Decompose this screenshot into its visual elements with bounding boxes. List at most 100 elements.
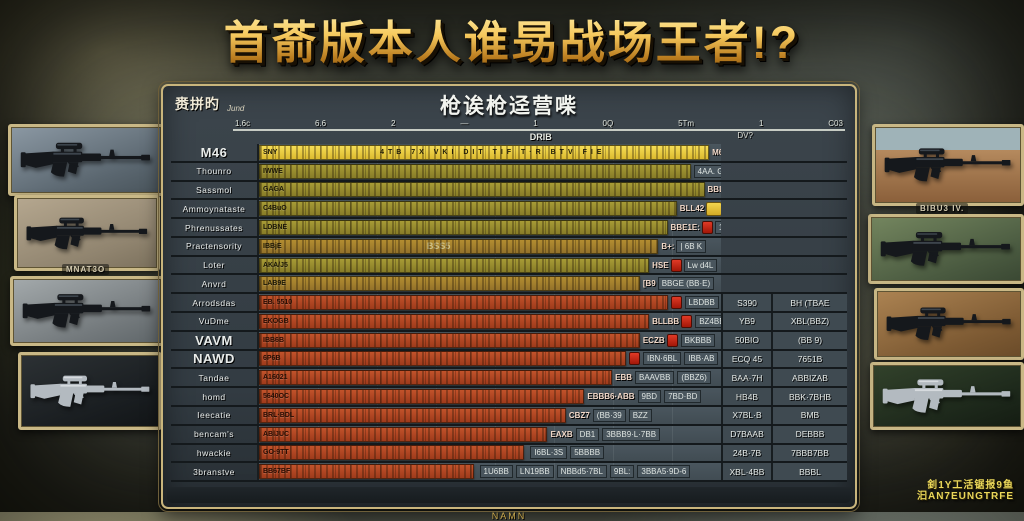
bar-tag: AKA/J5 bbox=[263, 261, 288, 269]
bar-mid-text: BSS5 bbox=[426, 241, 451, 252]
col-value-1: ECQ 45 bbox=[721, 350, 771, 368]
col-value-2: BH (TBAE bbox=[771, 294, 847, 312]
weapon-image-icon bbox=[19, 284, 155, 338]
row-label: Practensority bbox=[185, 241, 243, 252]
table-row: Thounro IWWE 4AA. GC2BB1 bbox=[171, 162, 847, 182]
row-label: VuDme bbox=[198, 316, 230, 327]
row-bar-area: EKOGB BLLBB BZ4BB bbox=[257, 313, 721, 330]
value-cell: DB1 bbox=[575, 427, 600, 441]
row-bar-area: GO·9TT I6BL·3S 5BBBB bbox=[257, 444, 721, 462]
weapon-card-right-2 bbox=[868, 214, 1024, 284]
weapon-card-left-1 bbox=[8, 124, 164, 196]
weapon-card-right-1 bbox=[872, 124, 1024, 206]
badge-red-icon bbox=[670, 296, 682, 310]
stat-bar: 6P6B bbox=[259, 351, 626, 367]
stat-bar: IBBjE BSS5 bbox=[259, 238, 659, 254]
badge-red-icon bbox=[628, 352, 640, 366]
axis-tick: — bbox=[460, 119, 469, 128]
stat-bar: ABlJUC bbox=[259, 426, 548, 442]
bar-value: BLLBB bbox=[652, 316, 680, 326]
bar-tag: IWWE bbox=[263, 167, 283, 175]
bar-tag: BB67BF bbox=[263, 468, 291, 476]
bar-value: BBL '9BB BF-2 bbox=[707, 185, 721, 195]
value-cell: (BBZ6) bbox=[677, 371, 711, 385]
table-row: 3branstve BB67BF 1U6BB LN19BB NBBd5·7BL 9BL: 3… bbox=[171, 463, 847, 483]
bar-value: ECZB bbox=[642, 335, 665, 345]
row-label: Ammoynataste bbox=[182, 203, 246, 214]
row-label: VAVM bbox=[195, 332, 233, 348]
col-value-1 bbox=[721, 144, 771, 161]
bar-tag: ABlJUC bbox=[263, 430, 290, 438]
col-value-1 bbox=[721, 219, 771, 236]
table-row: Phrenussates LDBNE BBE1E: 1.9B bbox=[171, 219, 847, 238]
bar-end-group: HSE Lw d4L bbox=[652, 258, 718, 272]
bar-value-2: 4AA. GC2BB1 bbox=[693, 164, 721, 178]
col-value-1 bbox=[721, 275, 771, 292]
stat-bar: BRL·BDL bbox=[259, 407, 566, 423]
row-bar-area: IBB6B ECZB BKBBB bbox=[257, 331, 721, 349]
col-value-1: D7BAAB bbox=[721, 425, 771, 443]
bar-value: B+: bbox=[661, 241, 675, 251]
bar-value: M62∶8M bbox=[712, 147, 721, 157]
weapon-card-left-2 bbox=[14, 195, 160, 271]
right-strip-label: BIBU3 IV. bbox=[916, 203, 969, 214]
bar-end-group: BLLBB bbox=[652, 314, 693, 328]
table-row: Sassmol GAGA BBL '9BB BF-2 bbox=[171, 181, 847, 201]
bar-value-2: | 6B K bbox=[676, 239, 707, 253]
bar-end-group: CBZ7 bbox=[569, 411, 590, 420]
axis-tick: 6.6 bbox=[315, 119, 327, 128]
bar-value: [B9 bbox=[642, 279, 656, 289]
value-cell: LBDBB bbox=[684, 296, 719, 310]
col-value-2: ABBIZAB bbox=[771, 369, 847, 387]
badge-gold-icon bbox=[706, 201, 721, 216]
stat-bar: AKA/J5 bbox=[259, 257, 650, 273]
row-label: Tandae bbox=[198, 372, 230, 383]
footer-mark: NAMN bbox=[491, 511, 527, 521]
col-value-2 bbox=[771, 182, 847, 199]
bar-tag: IBB6B bbox=[263, 336, 285, 344]
bar-value: EAXB bbox=[550, 429, 573, 439]
weapon-card-left-3 bbox=[10, 276, 164, 346]
bar-end-group: ECZB bbox=[642, 333, 678, 347]
value-cell: IBN·6BL bbox=[642, 352, 682, 366]
bar-end-group: BLL42BlABlABD bbox=[680, 201, 721, 216]
value-cell: 9BD bbox=[637, 390, 662, 404]
stat-bar: SNY 4TB 7X VKI DIT TIF T·R BTV FIE bbox=[259, 144, 710, 160]
value-cell: 7BD·BD bbox=[664, 390, 702, 404]
bar-value: CBZ7 bbox=[568, 410, 590, 420]
bar-end-group: M62∶8M bbox=[712, 145, 721, 159]
axis-tick: 1 bbox=[533, 119, 538, 128]
axis-tick: 5Tm bbox=[678, 119, 695, 128]
bar-tag: 6P6B bbox=[263, 355, 281, 363]
bar-segments: 4TB 7X VKI DIT TIF T·R BTV FIE bbox=[380, 148, 606, 156]
badge-red-icon bbox=[670, 258, 682, 272]
stats-panel: 赉拼旳 Jund 枪诶枪迳营喍 1.6c 6.6 2 — 1 0Q 5Tm 1 C03 DRIB… bbox=[158, 81, 860, 521]
bar-value-2: BBGE (BB·E) bbox=[657, 277, 715, 291]
table-row: hwackie GO·9TT I6BL·3S 5BBBB 24B·7B 7BBB7BB bbox=[171, 444, 847, 464]
row-label: Loter bbox=[203, 260, 225, 271]
col-value-2: (BB 9) bbox=[771, 331, 847, 349]
bar-value: EBB bbox=[615, 373, 632, 383]
stat-bar: IWWE bbox=[259, 163, 691, 179]
stat-bar: LDBNE bbox=[259, 220, 668, 236]
weapon-image-icon bbox=[879, 370, 1015, 422]
bar-end-group: B+: | 6B K bbox=[661, 239, 707, 253]
weapon-image-icon bbox=[27, 361, 154, 421]
table-row: Anvrd LAB9E [B9 BBGE (BB·E) bbox=[171, 275, 847, 295]
row-bar-area: ABlJUC EAXB DB1 3BBB9·L·7BB bbox=[257, 425, 721, 443]
col-value-1 bbox=[721, 257, 771, 274]
table-row: M46 SNY 4TB 7X VKI DIT TIF T·R BTV FIE M62∶… bbox=[171, 144, 847, 163]
watermark-line-1: 釗1Y工活锯报9鱼 bbox=[927, 480, 1014, 491]
weapon-card-right-3 bbox=[874, 288, 1024, 360]
table-row: VAVM IBB6B ECZB BKBBB 50BIO (BB 9) bbox=[171, 331, 847, 351]
col-value-2 bbox=[771, 275, 847, 292]
row-label: Sassmol bbox=[195, 184, 233, 195]
value-cell: (BB·39 bbox=[592, 408, 626, 422]
table-row: homd 5640OC EBBB6·ABB 9BD 7BD·BD HB4B BBK·7BHB bbox=[171, 388, 847, 407]
bar-value: HSE bbox=[652, 260, 669, 270]
stat-bar: EKOGB bbox=[259, 313, 650, 329]
weapon-image-icon bbox=[23, 204, 152, 263]
bar-tag: LAB9E bbox=[263, 280, 286, 288]
col-value-2: BMB bbox=[771, 406, 847, 424]
